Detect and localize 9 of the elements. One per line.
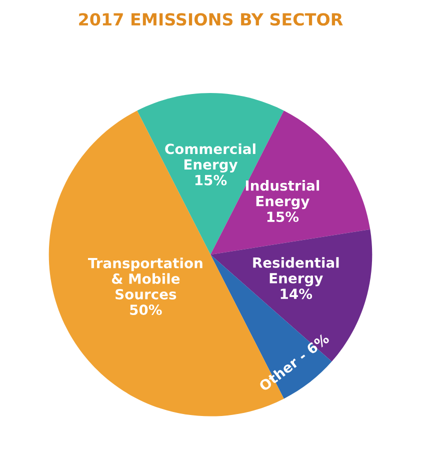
data-label: 50%	[130, 304, 162, 316]
slice-label: Commercial Energy	[165, 143, 256, 173]
slice-label: Residential Energy	[253, 257, 339, 286]
chart-title: 2017 EMISSIONS BY SECTOR	[79, 13, 343, 26]
slice-label: Industrial Energy	[246, 180, 320, 210]
data-label: 15%	[195, 174, 227, 186]
slice-label: Transportation & Mobile Sources	[88, 258, 202, 300]
data-label: 14%	[280, 288, 312, 300]
data-label: 15%	[267, 212, 299, 222]
